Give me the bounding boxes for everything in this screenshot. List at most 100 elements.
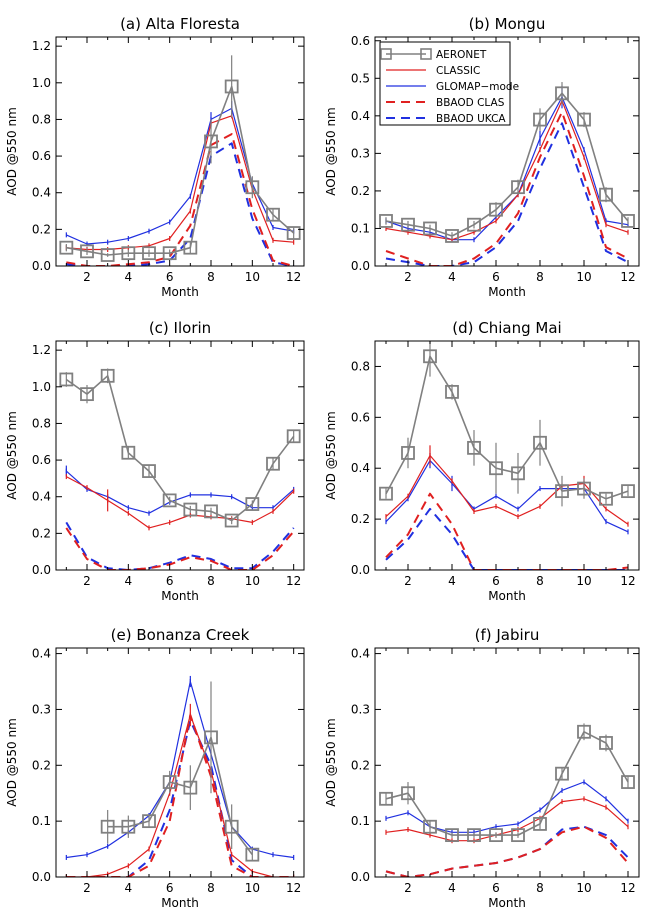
legend-entry-bbaod-clas: BBAOD CLAS — [386, 97, 505, 109]
y-axis-label: AOD @550 nm — [5, 107, 19, 196]
legend-label: AERONET — [436, 49, 487, 61]
series-line — [385, 507, 628, 570]
x-tick-label: 8 — [536, 574, 544, 588]
y-tick-label: 0.6 — [32, 149, 51, 163]
y-tick-label: 0.2 — [351, 512, 370, 526]
plot-frame — [55, 36, 305, 267]
y-tick-label: 0.6 — [351, 34, 370, 48]
series-aeronet — [59, 55, 301, 262]
data-point — [183, 780, 198, 795]
data-point — [59, 372, 74, 387]
data-point — [621, 484, 635, 499]
series-classic — [65, 113, 295, 253]
x-tick-label: 12 — [620, 270, 635, 284]
data-point — [59, 240, 74, 255]
series-bbaod-clas — [385, 825, 629, 877]
data-point — [100, 248, 115, 262]
x-tick-label: 2 — [83, 574, 91, 588]
y-tick-label: 0.0 — [32, 563, 51, 577]
data-point — [555, 484, 569, 499]
y-tick-label: 0.2 — [32, 222, 51, 236]
data-point — [467, 217, 481, 232]
x-axis-label: Month — [161, 589, 199, 603]
y-tick-label: 0.3 — [351, 146, 370, 160]
legend-label: CLASSIC — [436, 65, 480, 77]
data-point — [162, 246, 177, 261]
data-point — [401, 446, 415, 460]
x-tick-label: 2 — [404, 270, 412, 284]
series-aeronet — [100, 681, 260, 862]
data-point — [162, 493, 177, 508]
plot-frame — [55, 340, 305, 571]
chart-title: (d) Chiang Mai — [452, 319, 561, 337]
data-point — [423, 221, 437, 236]
series-bbaod-ukca — [65, 521, 295, 570]
x-tick-label: 4 — [125, 574, 133, 588]
legend-entry-bbaod-ukca: BBAOD UKCA — [386, 113, 506, 125]
series-line — [66, 476, 295, 529]
data-point — [162, 775, 177, 789]
series-line — [66, 85, 295, 256]
x-tick-label: 4 — [448, 881, 456, 895]
series-aeronet — [59, 368, 301, 528]
series-aeronet — [379, 82, 635, 243]
chart-title: (f) Jabiru — [475, 626, 540, 644]
x-tick-label: 6 — [166, 270, 174, 284]
series-classic — [385, 796, 629, 844]
y-tick-label: 0.4 — [32, 186, 51, 200]
series-glomap — [385, 452, 629, 535]
y-tick-label: 0.4 — [32, 647, 51, 661]
series-line — [385, 825, 629, 877]
data-point — [467, 440, 481, 455]
data-point — [80, 387, 94, 402]
x-axis-label: Month — [161, 285, 199, 299]
data-point — [224, 79, 239, 94]
series-line — [66, 714, 294, 877]
series-line — [65, 521, 295, 570]
data-point — [489, 461, 503, 476]
y-tick-label: 0.1 — [351, 814, 370, 828]
plot-area — [59, 55, 301, 266]
y-axis-label: AOD @550 nm — [324, 107, 338, 196]
x-tick-label: 10 — [576, 270, 591, 284]
legend-marker — [420, 48, 432, 60]
y-tick-label: 0.4 — [351, 647, 370, 661]
series-line — [385, 781, 629, 833]
series-line — [385, 730, 629, 836]
data-point — [445, 229, 459, 243]
plot-frame — [374, 340, 640, 571]
data-point — [401, 217, 415, 232]
plot-area — [379, 723, 635, 877]
x-tick-label: 4 — [448, 574, 456, 588]
x-tick-label: 6 — [492, 574, 500, 588]
series-line — [385, 355, 629, 500]
y-tick-label: 0.1 — [351, 221, 370, 235]
series-classic — [65, 474, 295, 531]
y-tick-label: 0.0 — [32, 870, 51, 884]
data-point — [489, 202, 503, 217]
x-tick-label: 8 — [207, 881, 215, 895]
series-line — [385, 825, 629, 877]
x-tick-label: 4 — [448, 270, 456, 284]
data-point — [224, 819, 239, 834]
data-point — [121, 445, 136, 460]
data-point — [423, 349, 437, 364]
data-point — [204, 134, 218, 149]
chart-panel-3: (c) Ilorin 2 4 6 8 10 12 0.0 0.2 0.4 0.6 0.8 1.0 1.2 M… — [5, 319, 305, 603]
x-axis-label: Month — [488, 285, 526, 299]
legend-marker — [380, 48, 392, 60]
series-bbaod-clas — [385, 111, 629, 266]
plot-area — [59, 368, 301, 570]
x-tick-label: 8 — [536, 270, 544, 284]
data-point — [80, 244, 94, 259]
x-tick-label: 2 — [404, 574, 412, 588]
series-line — [385, 92, 629, 237]
data-point — [555, 766, 569, 781]
series-line — [66, 107, 294, 245]
data-point — [599, 491, 613, 506]
data-point — [577, 724, 591, 739]
series-line — [385, 96, 629, 241]
x-tick-label: 4 — [125, 881, 133, 895]
chart-panel-1: (a) Alta Floresta 2 4 6 8 10 12 0.0 0.2 0.4 0.6 0.8… — [5, 15, 305, 299]
